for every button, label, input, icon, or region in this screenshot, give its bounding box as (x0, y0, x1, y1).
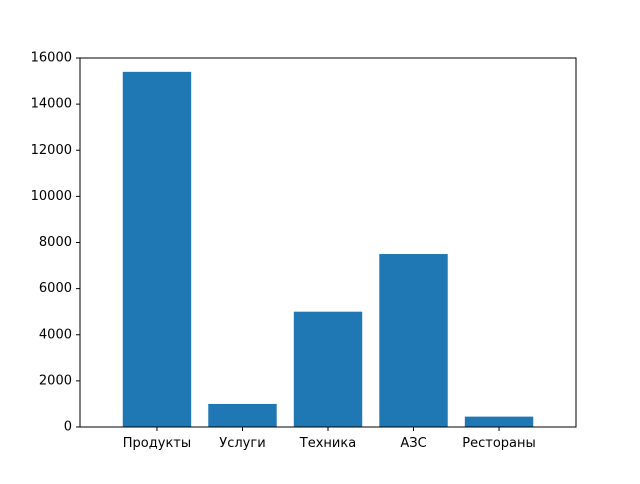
bar-2 (293, 311, 363, 427)
x-tick-label-1: Услуги (219, 436, 265, 451)
x-tick-label-3: АЗС (400, 436, 426, 451)
bar-0 (122, 71, 192, 428)
y-tick-label-1: 2000 (39, 373, 72, 388)
y-tick-label-4: 8000 (39, 235, 72, 250)
x-axis-ticks: Продукты Услуги Техника АЗС Рестораны (123, 427, 536, 451)
y-tick-label-5: 10000 (31, 189, 72, 204)
plot-frame (79, 57, 577, 428)
bar-1 (208, 403, 277, 427)
x-tick-label-0: Продукты (123, 436, 191, 451)
y-tick-label-6: 12000 (31, 143, 72, 158)
bar-4 (464, 416, 534, 427)
y-axis-ticks: 0 2000 4000 6000 8000 10000 12000 14000 16000 (31, 51, 80, 435)
y-tick-label-2: 4000 (39, 327, 72, 342)
bar-3 (379, 254, 448, 427)
y-tick-label-7: 14000 (31, 97, 72, 112)
y-tick-label-8: 16000 (31, 51, 72, 66)
y-tick-label-0: 0 (64, 420, 72, 435)
x-tick-label-2: Техника (299, 436, 356, 451)
x-tick-label-4: Рестораны (462, 436, 536, 451)
y-tick-label-3: 6000 (39, 281, 72, 296)
bars-layer (122, 71, 534, 428)
